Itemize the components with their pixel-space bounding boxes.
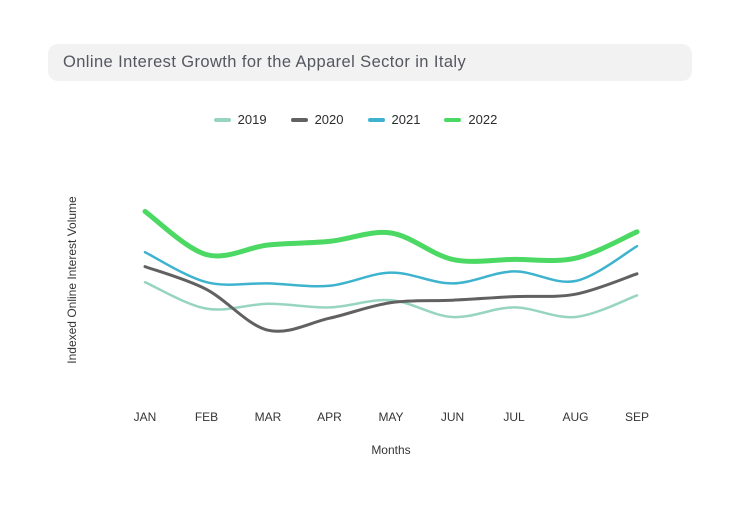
legend: 2019 2020 2021 2022 bbox=[0, 111, 725, 128]
legend-label: 2020 bbox=[314, 112, 344, 127]
y-axis-title: Indexed Online Interest Volume bbox=[65, 196, 79, 364]
x-tick-JAN: JAN bbox=[133, 410, 157, 424]
x-tick-APR: APR bbox=[317, 410, 342, 424]
legend-label: 2019 bbox=[237, 112, 267, 127]
legend-item-2022[interactable]: 2022 bbox=[444, 111, 497, 128]
line-series-2021 bbox=[143, 244, 639, 288]
x-tick-JUN: JUN bbox=[440, 410, 465, 424]
legend-swatch-icon bbox=[290, 117, 308, 122]
legend-swatch-icon bbox=[213, 117, 231, 122]
x-tick-MAR: MAR bbox=[254, 410, 282, 424]
chart-title: Online Interest Growth for the Apparel S… bbox=[63, 53, 467, 71]
legend-swatch-icon bbox=[367, 117, 385, 122]
x-axis-title: Months bbox=[371, 443, 411, 457]
x-tick-FEB: FEB bbox=[194, 410, 219, 424]
legend-swatch-icon bbox=[444, 117, 462, 122]
legend-item-2019[interactable]: 2019 bbox=[213, 111, 267, 128]
x-tick-MAY: MAY bbox=[378, 410, 404, 424]
line-series-2019 bbox=[143, 280, 639, 319]
x-axis-labels: JAN FEB MAR APR MAY JUN JUL AUG SEP bbox=[0, 410, 739, 426]
x-tick-JUL: JUL bbox=[503, 410, 525, 424]
line-series-2022 bbox=[142, 208, 640, 264]
legend-item-2021[interactable]: 2021 bbox=[367, 111, 421, 128]
x-tick-AUG: AUG bbox=[562, 410, 589, 424]
legend-label: 2021 bbox=[391, 112, 421, 127]
x-tick-SEP: SEP bbox=[624, 410, 650, 424]
line-series-2020 bbox=[143, 265, 639, 333]
chart-title-bar: Online Interest Growth for the Apparel S… bbox=[48, 44, 692, 81]
legend-item-2020[interactable]: 2020 bbox=[290, 111, 344, 128]
legend-label: 2022 bbox=[468, 112, 498, 127]
